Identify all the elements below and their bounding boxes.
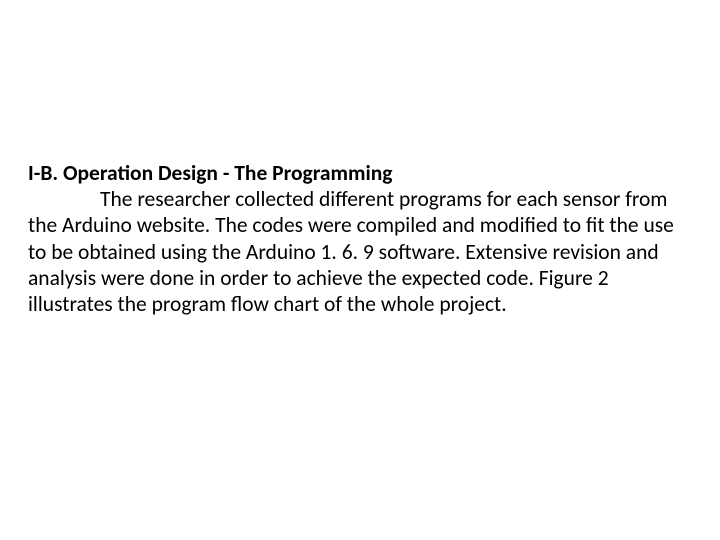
paragraph-text: The researcher collected different progr… (28, 186, 674, 317)
section-body: The researcher collected different progr… (28, 186, 692, 317)
section-heading: I-B. Operation Design - The Programming (28, 160, 692, 186)
text-block: I-B. Operation Design - The Programming … (28, 160, 692, 317)
